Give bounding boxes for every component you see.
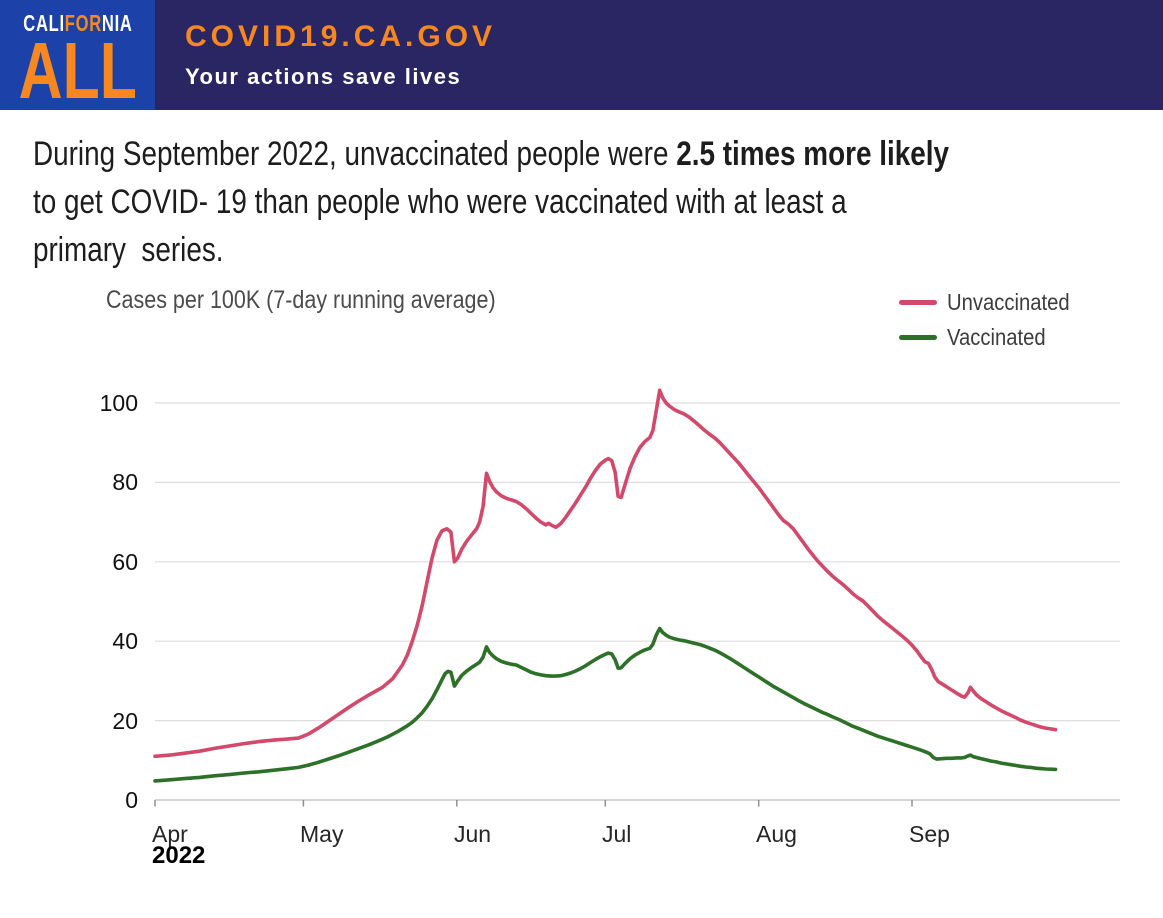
legend-label-unvaccinated: Unvaccinated xyxy=(947,288,1070,315)
intro-bold-statistic: 2.5 times more likely xyxy=(676,135,949,173)
x-axis-label-aug: Aug xyxy=(756,821,797,847)
x-axis-label-sep: Sep xyxy=(909,821,950,847)
intro-line-3: primary series. xyxy=(33,231,224,269)
x-axis-label-apr: Apr xyxy=(152,821,188,847)
y-axis-label-0: 0 xyxy=(125,787,138,813)
logo-all-text: ALL xyxy=(18,26,137,115)
y-axis-label-40: 40 xyxy=(112,628,138,654)
intro-line-2: to get COVID- 19 than people who were va… xyxy=(33,183,847,221)
legend-item-unvaccinated: Unvaccinated xyxy=(899,287,1086,317)
x-axis-label-jun: Jun xyxy=(454,821,492,847)
chart-title: Cases per 100K (7-day running average) xyxy=(106,286,496,314)
california-all-logo[interactable]: CALIFORNIA ALL xyxy=(0,0,155,115)
y-axis-label-100: 100 xyxy=(99,390,138,416)
logo-for-highlight: FOR xyxy=(64,10,102,36)
vaccinated-line-swatch xyxy=(899,334,937,340)
header-banner: CALIFORNIA ALL COVID19.CA.GOV Your actio… xyxy=(0,0,1163,115)
site-tagline: Your actions save lives xyxy=(185,64,462,89)
site-title-link[interactable]: COVID19.CA.GOV xyxy=(185,20,497,53)
y-axis-label-20: 20 xyxy=(112,708,138,734)
x-axis-label-may: May xyxy=(300,821,344,847)
intro-text: During September 2022, unvaccinated peop… xyxy=(33,130,1150,274)
vaccinated-line-series xyxy=(153,626,1058,783)
unvaccinated-line-swatch xyxy=(899,299,937,305)
unvaccinated-line-series xyxy=(153,388,1058,759)
legend-label-vaccinated: Vaccinated xyxy=(947,323,1046,350)
legend-item-vaccinated: Vaccinated xyxy=(899,322,1086,352)
x-axis-label-jul: Jul xyxy=(602,821,632,847)
chart-legend: Unvaccinated Vaccinated xyxy=(899,287,1086,357)
logo-california-text: CALIFORNIA xyxy=(22,10,133,36)
x-axis-year-label: 2022 xyxy=(152,842,206,869)
y-axis-label-60: 60 xyxy=(112,549,138,575)
intro-line-1: During September 2022, unvaccinated peop… xyxy=(33,135,949,173)
y-axis-label-80: 80 xyxy=(112,469,138,495)
